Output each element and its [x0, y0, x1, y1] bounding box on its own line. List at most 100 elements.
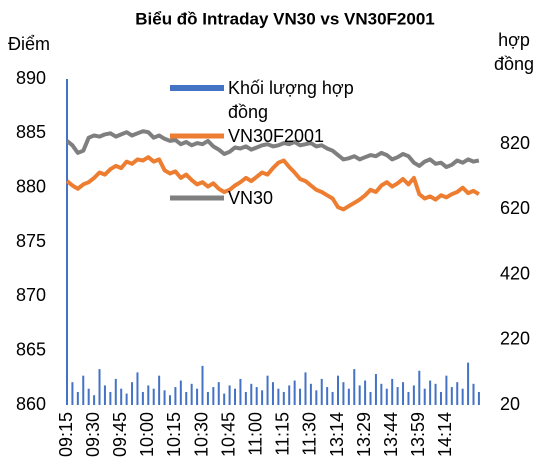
legend-label: Khối lượng hợp đồng	[228, 78, 354, 122]
volume-bar	[380, 383, 383, 405]
volume-bar	[239, 378, 242, 405]
y-tick-label: 865	[16, 339, 46, 359]
x-tick-label: 13:59	[408, 412, 428, 457]
volume-bar	[201, 365, 204, 405]
volume-bar	[71, 382, 74, 405]
y2-tick-label: 620	[500, 198, 530, 218]
volume-bar	[87, 388, 90, 405]
x-tick-label: 10:15	[164, 412, 184, 457]
volume-bar	[217, 382, 220, 405]
volume-bar	[206, 391, 209, 405]
volume-bar	[326, 387, 329, 405]
volume-bar	[66, 79, 68, 405]
line-series	[65, 155, 480, 212]
volume-bar	[228, 385, 231, 405]
line-series	[65, 129, 480, 169]
y2-tick-label: 220	[500, 329, 530, 349]
volume-bar	[136, 372, 139, 405]
volume-bar	[369, 391, 372, 405]
volume-bar	[293, 380, 296, 405]
volume-bar	[196, 388, 199, 405]
volume-bar	[407, 391, 410, 405]
volume-bar	[223, 393, 226, 405]
volume-bar	[158, 375, 161, 405]
volume-bar	[266, 375, 269, 405]
x-tick-label: 13:14	[327, 412, 347, 457]
volume-bar	[342, 382, 345, 405]
x-tick-label: 10:00	[137, 412, 157, 457]
volume-bar	[277, 388, 280, 405]
volume-bar	[391, 378, 394, 405]
x-tick-label: 14:14	[435, 412, 455, 457]
volume-bar	[141, 391, 144, 405]
volume-bar	[163, 390, 166, 405]
volume-bar	[212, 387, 215, 405]
volume-bar	[82, 375, 85, 405]
x-tick-label: 11:00	[245, 412, 265, 456]
volume-bar	[299, 388, 302, 405]
volume-bar	[120, 388, 123, 405]
volume-bar	[385, 388, 388, 405]
volume-bar	[472, 383, 475, 405]
y-tick-label: 875	[16, 231, 46, 251]
volume-bar	[396, 387, 399, 405]
volume-bar	[358, 385, 361, 405]
volume-bar	[185, 391, 188, 405]
volume-bar	[418, 370, 421, 405]
y2-tick-label: 420	[500, 263, 530, 283]
volume-bar	[364, 380, 367, 405]
volume-bar	[103, 385, 106, 405]
volume-bar	[152, 388, 155, 405]
x-tick-label: 09:30	[83, 412, 103, 457]
legend-label: VN30	[228, 188, 274, 208]
y-tick-label: 880	[16, 176, 46, 196]
volume-bar	[76, 391, 79, 405]
volume-bar	[98, 369, 101, 405]
volume-bar	[93, 395, 96, 405]
volume-bar	[477, 391, 480, 405]
volume-bar	[271, 382, 274, 405]
volume-bar	[315, 390, 318, 405]
volume-bar	[304, 372, 307, 405]
volume-bar	[331, 391, 334, 405]
x-tick-label: 13:44	[381, 412, 401, 457]
y-tick-label: 885	[16, 122, 46, 142]
volume-bar	[244, 391, 247, 405]
volume-bar	[255, 387, 258, 405]
volume-bar	[450, 387, 453, 405]
volume-bar	[347, 388, 350, 405]
volume-bar	[439, 391, 442, 405]
volume-bar	[234, 388, 237, 405]
x-tick-label: 09:45	[110, 412, 130, 457]
y-tick-label: 890	[16, 68, 46, 88]
volume-bar	[374, 374, 377, 405]
volume-bar	[467, 362, 470, 405]
x-tick-label: 09:15	[56, 412, 76, 457]
volume-bar	[109, 391, 112, 405]
volume-bar	[261, 390, 264, 405]
volume-bar	[250, 383, 253, 405]
x-tick-label: 11:15	[273, 412, 293, 456]
volume-bar	[353, 369, 356, 405]
y-axis-title: Điểm	[8, 34, 51, 54]
volume-bar	[168, 395, 171, 405]
y2-tick-label: 820	[500, 133, 530, 153]
volume-bar	[461, 388, 464, 405]
y-tick-label: 860	[16, 394, 46, 414]
volume-bar	[309, 383, 312, 405]
volume-bar	[179, 380, 182, 405]
x-tick-label: 10:30	[191, 412, 211, 457]
volume-bar	[114, 378, 117, 405]
chart-title: Biểu đồ Intraday VN30 vs VN30F2001	[135, 9, 435, 28]
legend-swatch	[170, 85, 224, 91]
volume-bar	[456, 382, 459, 405]
volume-bar	[174, 387, 177, 405]
volume-bar	[320, 378, 323, 405]
volume-bar	[423, 388, 426, 405]
volume-bar	[445, 375, 448, 405]
y2-axis-title: hợp đồng	[493, 30, 535, 74]
volume-bar	[147, 385, 150, 405]
volume-bar	[131, 382, 134, 405]
volume-bar	[412, 385, 415, 405]
